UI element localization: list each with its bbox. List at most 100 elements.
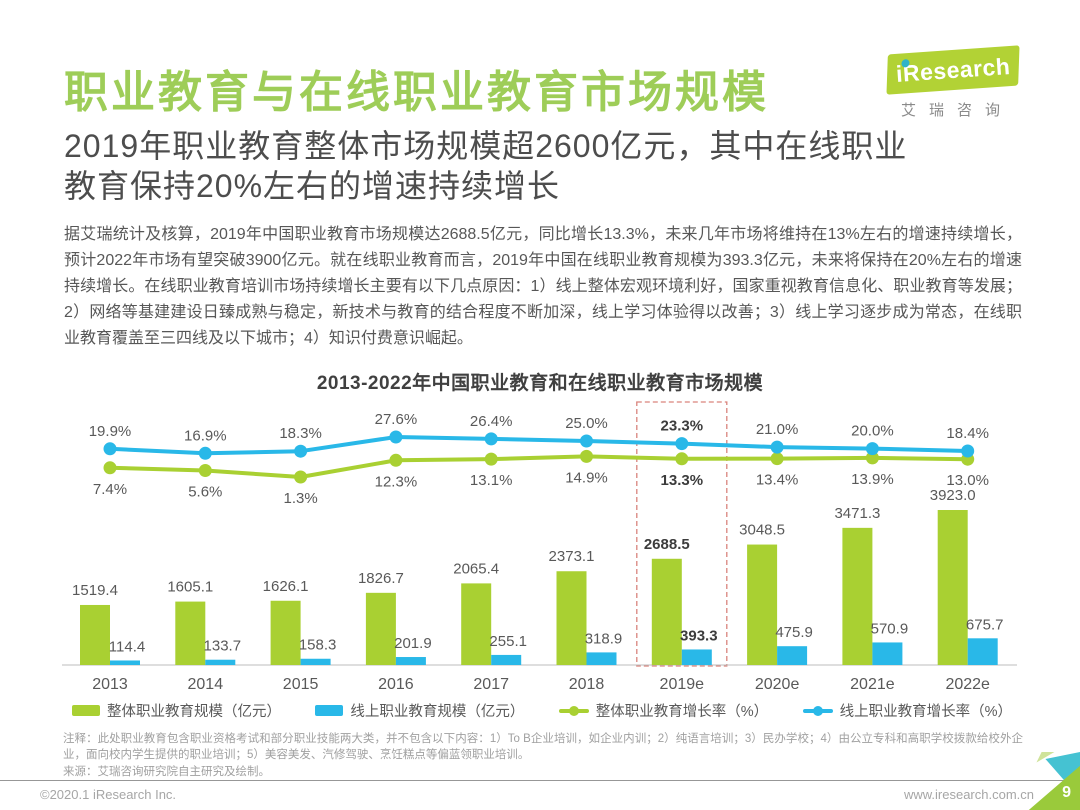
bar-online-2022e bbox=[967, 638, 998, 665]
legend-line-dot-icon bbox=[568, 705, 579, 716]
page-number: 9 bbox=[1062, 784, 1071, 801]
bar-value-label: 1626.1 bbox=[263, 578, 309, 595]
growth-rate-label: 23.3% bbox=[661, 418, 704, 435]
line-point-overall-2021e bbox=[865, 451, 879, 465]
growth-rate-label: 13.4% bbox=[756, 472, 799, 489]
growth-line-online bbox=[109, 435, 968, 456]
x-label-2013: 2013 bbox=[92, 676, 128, 693]
bar-overall-2019e bbox=[651, 558, 682, 665]
line-point-overall-2019e bbox=[675, 452, 689, 466]
legend-line-dot-icon bbox=[812, 705, 823, 716]
corner-light-green-triangle-icon bbox=[1036, 752, 1055, 763]
line-point-online-2017 bbox=[484, 432, 498, 446]
chart-legend: 整体职业教育规模（亿元） 线上职业教育规模（亿元） 整体职业教育增长率（%） 线上职业… bbox=[72, 700, 1012, 721]
bar-value-label: 1605.1 bbox=[167, 579, 213, 596]
x-label-2018: 2018 bbox=[569, 676, 605, 693]
bar-value-label: 158.3 bbox=[299, 637, 337, 654]
x-label-2019e: 2019e bbox=[660, 676, 705, 693]
growth-rate-label: 16.9% bbox=[184, 427, 227, 444]
legend-label: 整体职业教育规模（亿元） bbox=[107, 704, 281, 720]
growth-rate-label: 12.3% bbox=[375, 473, 418, 490]
footer-copyright: ©2020.1 iResearch Inc. bbox=[40, 787, 177, 802]
legend-label: 整体职业教育增长率（%） bbox=[595, 704, 769, 720]
x-label-2020e: 2020e bbox=[755, 676, 800, 693]
chart-title: 2013-2022年中国职业教育和在线职业教育市场规模 bbox=[316, 373, 764, 394]
footnote-source: 来源：艾瑞咨询研究院自主研究及绘制。 bbox=[63, 766, 270, 778]
footnote: 注释：此处职业教育包含职业资格考试和部分职业技能两大类，并不包含以下内容：1）T… bbox=[63, 731, 1023, 780]
line-point-online-2020e bbox=[770, 440, 784, 454]
bar-value-label: 201.9 bbox=[394, 635, 432, 652]
bar-value-label: 475.9 bbox=[775, 624, 813, 641]
growth-rate-label: 13.9% bbox=[851, 471, 894, 488]
growth-rate-label: 26.4% bbox=[470, 413, 513, 430]
footer: ©2020.1 iResearch Inc. www.iresearch.com… bbox=[40, 787, 1034, 802]
page-corner-graphic: 9 bbox=[1016, 752, 1080, 810]
line-point-overall-2017 bbox=[484, 452, 498, 466]
bar-value-label: 2688.5 bbox=[644, 536, 690, 553]
line-point-online-2021e bbox=[865, 442, 879, 456]
bar-value-label: 2373.1 bbox=[549, 548, 595, 565]
bar-overall-2013 bbox=[80, 604, 110, 665]
logo-brand-text: iResearch bbox=[894, 52, 1011, 87]
logo-shape: iResearch bbox=[886, 45, 1020, 95]
legend-swatch-icon bbox=[72, 705, 100, 716]
growth-rate-label: 21.0% bbox=[756, 421, 799, 438]
iresearch-logo: iResearch 艾瑞咨询 bbox=[882, 45, 1024, 120]
bar-online-2014 bbox=[205, 659, 236, 665]
bar-overall-2015 bbox=[270, 600, 301, 665]
line-point-online-2016 bbox=[389, 430, 403, 444]
line-point-online-2013 bbox=[103, 442, 117, 456]
bar-online-2017 bbox=[491, 654, 522, 665]
legend-label: 线上职业教育规模（亿元） bbox=[350, 704, 525, 720]
bar-online-2021e bbox=[872, 642, 903, 665]
line-point-online-2022e bbox=[961, 444, 975, 458]
bar-value-label: 3923.0 bbox=[930, 487, 976, 504]
growth-rate-label: 13.1% bbox=[470, 472, 513, 489]
bar-overall-2020e bbox=[747, 544, 778, 665]
bar-online-2020e bbox=[777, 646, 808, 665]
bar-overall-2021e bbox=[842, 527, 873, 665]
legend-item-line-2: 整体职业教育增长率（%） bbox=[558, 700, 769, 721]
growth-rate-label: 14.9% bbox=[565, 469, 608, 486]
legend-swatch-icon bbox=[558, 705, 589, 716]
bar-overall-2018 bbox=[556, 571, 587, 665]
line-point-overall-2013 bbox=[103, 461, 117, 475]
bar-online-2016 bbox=[395, 657, 426, 665]
bar-value-label: 393.3 bbox=[680, 627, 718, 644]
bar-value-label: 1826.7 bbox=[358, 570, 404, 587]
line-point-overall-2016 bbox=[389, 453, 403, 467]
x-label-2015: 2015 bbox=[283, 676, 319, 693]
logo-brand-chinese: 艾瑞咨询 bbox=[900, 102, 1013, 119]
subtitle-line2: 教育保持20%左右的增速持续增长 bbox=[64, 168, 561, 204]
growth-rate-label: 1.3% bbox=[283, 490, 317, 507]
growth-rate-label: 13.3% bbox=[661, 472, 704, 489]
page-title: 职业教育与在线职业教育市场规模 bbox=[64, 68, 769, 117]
legend-swatch-icon bbox=[802, 705, 833, 716]
bar-value-label: 1519.4 bbox=[72, 582, 118, 599]
line-point-online-2019e bbox=[675, 437, 689, 451]
bar-value-label: 318.9 bbox=[585, 630, 623, 647]
line-point-overall-2020e bbox=[770, 452, 784, 466]
highlight-box-2019e bbox=[636, 401, 728, 667]
growth-rate-label: 20.0% bbox=[851, 423, 894, 440]
line-point-overall-2014 bbox=[198, 464, 212, 477]
legend-item-bar-1: 线上职业教育规模（亿元） bbox=[315, 700, 524, 721]
bar-online-2015 bbox=[300, 658, 331, 665]
footer-divider bbox=[0, 780, 1080, 781]
bar-value-label: 114.4 bbox=[109, 638, 145, 655]
footnote-note: 注释：此处职业教育包含职业资格考试和部分职业技能两大类，并不包含以下内容：1）T… bbox=[63, 733, 1023, 761]
growth-rate-label: 5.6% bbox=[188, 483, 222, 500]
line-point-online-2014 bbox=[198, 446, 212, 460]
market-size-chart: 1519.4 1605.1 1626.1 1826.7 2065.4 2373.1 2688… bbox=[62, 401, 1017, 693]
footer-website[interactable]: www.iresearch.com.cn bbox=[903, 787, 1034, 802]
bar-overall-2016 bbox=[365, 592, 396, 665]
page-subtitle: 2019年职业教育整体市场规模超2600亿元，其中在线职业 教育保持20%左右的… bbox=[64, 126, 1024, 206]
bar-value-label: 3471.3 bbox=[834, 505, 880, 522]
growth-line-overall bbox=[109, 454, 968, 479]
bar-value-label: 3048.5 bbox=[739, 522, 785, 539]
bar-value-label: 570.9 bbox=[871, 620, 909, 637]
growth-rate-label: 18.4% bbox=[946, 425, 989, 442]
bar-online-2013 bbox=[110, 660, 140, 665]
line-point-overall-2018 bbox=[580, 449, 593, 463]
